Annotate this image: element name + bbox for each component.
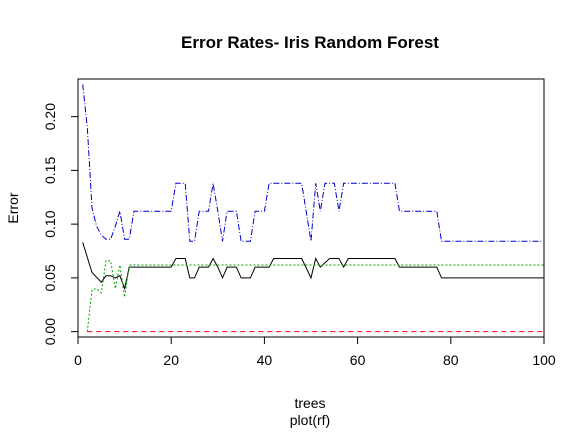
x-tick-label: 40 [257, 352, 273, 368]
y-axis: 0.00 0.05 0.10 0.15 0.20 [42, 103, 78, 345]
x-axis: 0 20 40 60 80 100 [74, 337, 556, 368]
x-tick-label: 0 [74, 352, 82, 368]
series-line-3 [86, 260, 544, 332]
x-axis-label: trees [294, 395, 325, 411]
series-line-4 [82, 84, 544, 242]
y-tick-label: 0.15 [42, 157, 58, 184]
chart-title: Error Rates- Iris Random Forest [181, 33, 439, 52]
y-tick-label: 0.00 [42, 318, 58, 345]
y-tick-label: 0.10 [42, 210, 58, 237]
y-tick-label: 0.20 [42, 103, 58, 130]
chart-caption: plot(rf) [290, 412, 330, 428]
series-line-1 [82, 242, 544, 291]
x-tick-label: 80 [443, 352, 459, 368]
plot-frame [77, 78, 545, 338]
x-tick-label: 20 [163, 352, 179, 368]
series-layer [82, 84, 544, 333]
x-tick-label: 60 [350, 352, 366, 368]
x-tick-label: 100 [532, 352, 556, 368]
y-tick-label: 0.05 [42, 264, 58, 291]
y-axis-label: Error [5, 192, 21, 223]
